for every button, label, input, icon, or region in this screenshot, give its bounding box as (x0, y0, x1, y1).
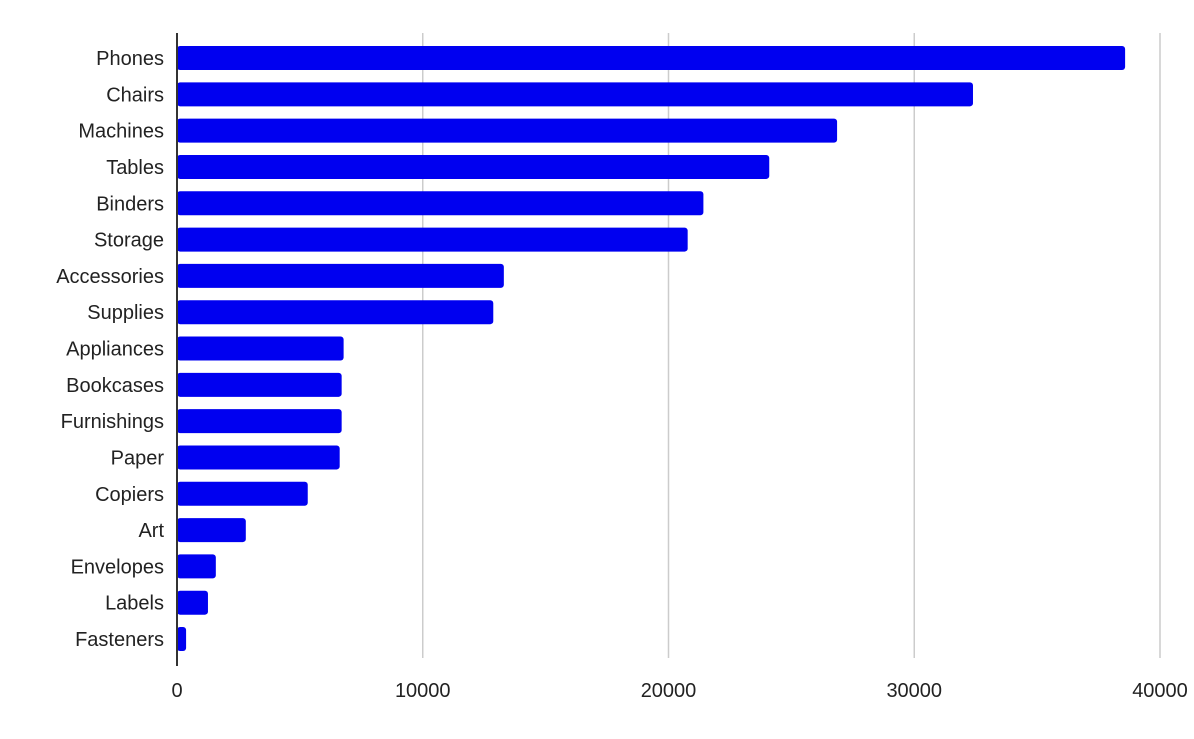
category-label: Copiers (95, 484, 164, 506)
bar-labels (177, 590, 208, 615)
x-tick-label: 40000 (1132, 680, 1188, 702)
bar-fasteners (177, 627, 187, 651)
category-label: Fasteners (75, 629, 164, 651)
bar-machines (177, 118, 838, 143)
category-label: Furnishings (61, 411, 164, 433)
category-label: Accessories (56, 266, 164, 288)
x-tick-label: 10000 (395, 680, 451, 702)
category-label: Labels (105, 593, 164, 615)
category-label: Chairs (106, 84, 164, 106)
bar-furnishings (177, 409, 342, 434)
bar-copiers (177, 481, 308, 506)
category-label: Art (138, 520, 164, 542)
bar-accessories (177, 263, 504, 288)
bar-binders (177, 191, 704, 216)
category-label: Appliances (66, 339, 164, 361)
category-label: Supplies (87, 302, 164, 324)
bar-tables (177, 154, 770, 179)
x-tick-label: 30000 (886, 680, 942, 702)
bar-art (177, 518, 246, 543)
bar-envelopes (177, 554, 216, 579)
category-label: Paper (111, 447, 165, 469)
category-label: Bookcases (66, 375, 164, 397)
x-tick-label: 0 (171, 680, 182, 702)
x-tick-label: 20000 (641, 680, 697, 702)
bar-phones (177, 46, 1126, 70)
category-label: Tables (106, 157, 164, 179)
category-label: Machines (78, 121, 164, 143)
bar-appliances (177, 336, 344, 361)
bar-paper (177, 445, 340, 470)
category-label: Phones (96, 48, 164, 70)
bar-chairs (177, 82, 973, 107)
category-label: Envelopes (71, 556, 164, 578)
category-label: Storage (94, 230, 164, 252)
bar-bookcases (177, 372, 342, 397)
category-label: Binders (96, 193, 164, 215)
bar-storage (177, 227, 688, 252)
bar-supplies (177, 300, 494, 325)
